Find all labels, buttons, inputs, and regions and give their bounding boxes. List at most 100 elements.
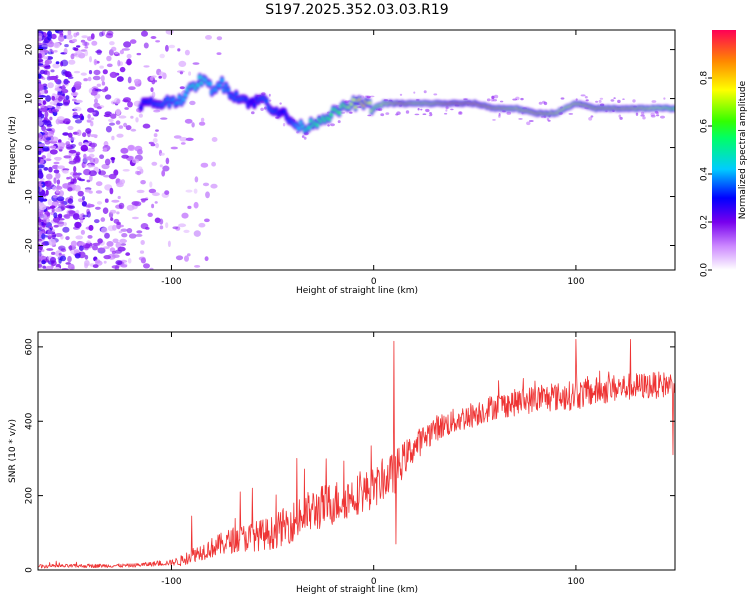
spectrogram-noise-blob [640,114,645,117]
spectrogram-noise-blob [51,229,55,233]
spectrogram-noise-blob [75,153,80,159]
spectrogram-noise-blob [528,120,534,122]
spectrogram-noise-blob [80,229,85,235]
spectrogram-ridge-core [315,123,319,127]
spectrogram-noise-blob [118,125,124,129]
spectrogram-noise-blob [62,183,70,189]
spectrogram-noise-blob [125,252,131,256]
spectrogram-noise-blob [83,78,88,82]
spectrogram-noise-blob [83,153,87,159]
spectrogram-noise-blob [109,187,114,195]
spectrogram-plot-area [38,30,675,270]
spectrogram-noise-blob [153,133,158,138]
spectrogram-noise-blob [47,104,53,109]
spectrogram-noise-blob [52,234,57,238]
spectrogram-noise-blob [50,256,56,264]
spectrogram-noise-blob [99,65,104,69]
spectrogram-noise-blob [80,39,86,43]
spectrogram-noise-blob [68,149,77,154]
spectrogram-noise-blob [52,216,60,223]
spectrogram-noise-blob [38,73,42,79]
spectrogram-noise-blob [104,232,110,239]
spectrogram-noise-blob [422,113,427,115]
spectrogram-noise-blob [148,188,157,194]
spectrogram-y-label: Frequency (Hz) [8,116,18,184]
spectrogram-noise-blob [55,61,60,65]
spectrogram-ridge-core [165,97,169,101]
colorbar: 0.0 0.2 0.4 0.6 0.8 Normalized spectral ampl… [700,30,748,277]
spectrogram-noise-blob [100,217,106,222]
spectrogram-noise-blob [153,109,161,113]
spectrogram-ridge-core [184,93,188,96]
spectrogram-noise-blob [38,134,42,138]
spectrogram-noise-blob [303,136,307,140]
spectrogram-noise-blob [97,238,103,244]
spectrogram-noise-blob [44,65,51,70]
spectrogram-noise-blob [610,99,615,102]
spectrogram-noise-blob [89,174,93,182]
spectrogram-ridge-core [139,106,143,109]
spectrogram-noise-blob [75,222,80,227]
spectrogram-noise-blob [38,204,47,211]
spectrogram-noise-blob [58,245,66,251]
spectrogram-ridge-core [337,111,341,114]
spectrogram-noise-blob [260,107,264,112]
spectrogram-noise-blob [39,89,45,95]
spectrogram-noise-blob [52,202,60,206]
snr-x-tick-label: 0 [371,577,377,587]
spectrogram-noise-blob [125,125,132,131]
spectrogram-noise-blob [117,59,121,67]
spectrogram-noise-blob [126,58,132,66]
spectrogram-noise-blob [39,158,44,165]
spectrogram-noise-blob [143,263,150,269]
spectrogram-noise-blob [44,59,50,66]
spectrogram-noise-blob [187,253,191,257]
spectrogram-noise-blob [165,44,169,52]
spectrogram-noise-blob [116,99,121,104]
spectrogram-noise-blob [87,114,91,119]
spectrogram-noise-blob [142,123,151,129]
spectrogram-noise-blob [80,115,85,121]
spectrogram-y-axis: -20 -10 0 10 20 [25,44,675,253]
spectrogram-noise-blob [177,48,181,52]
spectrogram-ridge-core [196,84,200,87]
spectrogram-noise-blob [71,86,76,93]
spectrogram-noise-blob [38,157,41,163]
spectrogram-x-tick-label: 0 [371,277,377,287]
spectrogram-noise-blob [92,264,99,268]
spectrogram-noise-blob [111,265,120,269]
spectrogram-noise-blob [136,230,143,234]
spectrogram-noise-blob [654,110,659,114]
spectrogram-noise-blob [62,169,69,174]
spectrogram-noise-blob [53,42,61,49]
spectrogram-noise-blob [38,240,44,244]
spectrogram-noise-blob [151,75,157,78]
spectrogram-noise-blob [119,179,123,186]
spectrogram-noise-blob [191,122,195,128]
spectrogram-noise-blob [111,250,116,255]
spectrogram-noise-blob [168,44,176,49]
spectrogram-noise-blob [121,48,130,51]
spectrogram-noise-blob [89,142,98,148]
snr-plot-area [38,332,675,570]
spectrogram-noise-blob [445,109,448,112]
spectrogram-y-tick-label: -10 [25,189,35,204]
spectrogram-noise-blob [46,173,53,180]
spectrogram-noise-blob [86,148,95,153]
spectrogram-noise-blob [118,230,123,234]
spectrogram-ridge-core [178,96,182,99]
spectrogram-noise-blob [46,119,52,126]
spectrogram-noise-blob [42,265,46,269]
spectrogram-noise-blob [82,195,85,201]
spectrogram-noise-blob [43,85,47,90]
spectrogram-noise-blob [165,222,169,229]
spectrogram-noise-blob [104,158,111,166]
spectrogram-noise-blob [660,115,665,119]
spectrogram-noise-blob [127,144,136,152]
spectrogram-noise-blob [55,106,62,110]
spectrogram-noise-blob [162,165,170,172]
spectrogram-noise-blob [143,65,150,68]
spectrogram-noise-blob [98,170,106,176]
spectrogram-noise-blob [120,264,128,268]
